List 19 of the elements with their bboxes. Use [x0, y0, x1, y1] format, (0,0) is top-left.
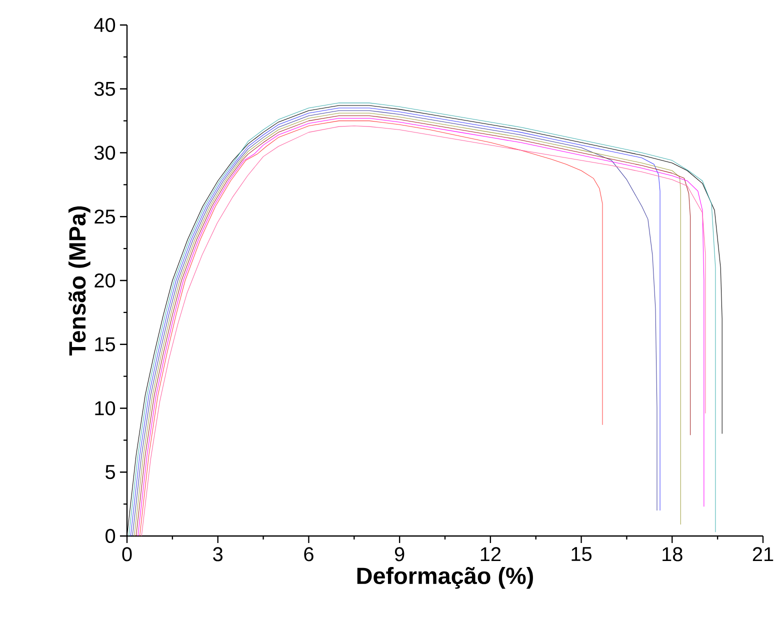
x-tick-label: 9 [394, 547, 404, 562]
y-axis-title: Tensão (MPa) [68, 206, 90, 356]
y-tick-label: 5 [106, 465, 115, 480]
x-tick-label: 12 [480, 547, 500, 562]
x-tick-label: 15 [572, 547, 592, 562]
y-tick-label: 20 [94, 273, 116, 288]
x-tick-label: 6 [304, 547, 314, 562]
y-tick-label: 25 [94, 210, 115, 224]
x-tick-label: 21 [752, 547, 774, 562]
y-tick-label: 40 [94, 18, 116, 32]
x-tick-label: 0 [122, 547, 132, 562]
y-tick-label: 35 [94, 82, 115, 96]
x-axis-title: Deformação (%) [357, 566, 533, 589]
y-tick-label: 10 [95, 401, 116, 416]
y-tick-label: 15 [95, 337, 115, 352]
y-tick-label: 30 [94, 146, 116, 160]
x-tick-label: 3 [213, 547, 223, 562]
x-tick-label: 18 [662, 547, 682, 562]
y-tick-label: 0 [106, 528, 116, 544]
